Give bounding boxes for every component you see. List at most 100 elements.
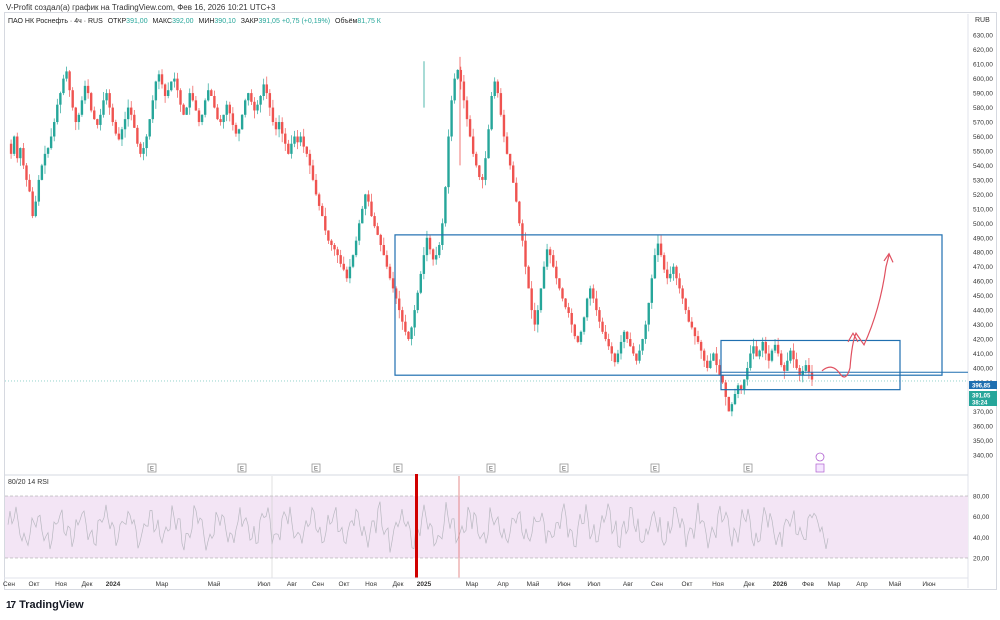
candle-body (576, 336, 580, 342)
x-tick-label: Сен (651, 581, 663, 588)
candle-body (139, 143, 142, 154)
candle-body (324, 216, 327, 231)
y-tick-label: 510,00 (973, 206, 993, 213)
chart-frame (4, 12, 997, 590)
candle-body (259, 95, 262, 105)
candle-body (133, 114, 136, 128)
candle-body (28, 179, 31, 192)
candle-body (56, 104, 59, 123)
candle-body (299, 136, 302, 143)
y-tick-label: 560,00 (973, 134, 993, 141)
open-label: ОТКР (107, 18, 127, 25)
x-tick-label: Мар (828, 581, 841, 588)
x-tick-label: Апр (497, 581, 509, 588)
candle-body (216, 107, 219, 120)
candle-body (89, 93, 93, 111)
candle-body (595, 298, 598, 311)
candle-body (493, 81, 496, 96)
currency-label: RUB (975, 17, 990, 24)
candle-body (530, 288, 533, 311)
candle-body (662, 255, 666, 270)
candle-body (542, 266, 546, 289)
candle-body (462, 81, 466, 101)
candle-body (585, 298, 589, 318)
price-tag (969, 381, 997, 389)
candle-body (401, 310, 404, 322)
earnings-marker-letter: E (396, 467, 400, 473)
candle-body (807, 365, 811, 373)
x-tick-label: Авг (623, 581, 634, 588)
x-tick-label: Мар (156, 581, 169, 588)
candle-body (210, 90, 213, 96)
candle-body (305, 146, 309, 154)
tradingview-mark-icon: 17 (6, 599, 16, 611)
candle-body (632, 346, 635, 354)
candle-body (678, 278, 681, 289)
earnings-marker-icon (147, 463, 157, 473)
earnings-marker-icon (559, 463, 569, 473)
candle-body (345, 269, 349, 279)
candle-body (709, 360, 712, 368)
candle-body (394, 288, 398, 299)
candle-body (231, 113, 235, 125)
candle-body (598, 310, 601, 322)
rsi-tick-label: 20,00 (973, 556, 990, 563)
candle-body (515, 182, 518, 202)
candle-body (783, 365, 786, 371)
candle-body (767, 353, 771, 361)
candle-body (9, 143, 13, 154)
candle-body (160, 74, 164, 85)
candle-body (53, 122, 56, 137)
y-tick-label: 580,00 (973, 105, 993, 112)
candle-body (702, 350, 706, 361)
candle-body (240, 114, 244, 130)
candle-body (348, 266, 352, 279)
candle-body (579, 331, 583, 342)
candle-body (527, 266, 530, 289)
candle-body (407, 331, 410, 340)
candle-body (176, 78, 179, 91)
x-tick-label: Дек (82, 581, 93, 588)
candle-body (721, 375, 724, 383)
candle-body (354, 240, 358, 256)
x-tick-label: Май (208, 580, 221, 588)
rsi-tick-label: 80,00 (973, 494, 990, 501)
rsi-label: 80/20 14 RSI (8, 479, 49, 486)
candle-body (126, 107, 130, 120)
tradingview-logo[interactable]: 17 TradingView (6, 599, 84, 611)
candle-body (755, 346, 758, 357)
candle-body (154, 81, 158, 101)
candle-body (237, 129, 241, 134)
candle-body (228, 104, 231, 114)
y-tick-label: 520,00 (973, 192, 993, 199)
candle-body (669, 273, 672, 279)
candle-body (302, 136, 305, 147)
y-tick-label: 360,00 (973, 423, 993, 430)
candle-body (622, 331, 626, 342)
candle-body (96, 119, 99, 125)
candle-body (357, 223, 361, 241)
candle-body (422, 255, 426, 274)
low-value: 390,10 (214, 18, 236, 25)
candle-body (471, 136, 475, 154)
earnings-marker-letter: E (746, 467, 750, 473)
x-tick-label: Июл (587, 581, 600, 588)
candle-body (219, 119, 222, 123)
candle-body (524, 240, 527, 267)
candle-body (539, 288, 543, 311)
candle-body (77, 114, 81, 123)
candle-body (31, 191, 34, 217)
price-tag-label: 396,85 (972, 384, 991, 390)
candle-body (561, 288, 564, 299)
symbol-name[interactable]: ПАО НК Роснефть · 4ч · RUS (8, 18, 103, 25)
earnings-marker-letter: E (240, 467, 244, 473)
candle-body (203, 100, 207, 115)
y-tick-label: 420,00 (973, 337, 993, 344)
candle-body (364, 194, 367, 209)
earnings-marker-letter: E (150, 467, 154, 473)
candle-body (194, 100, 198, 111)
candle-body (770, 350, 774, 361)
candle-body (810, 372, 814, 380)
y-tick-label: 430,00 (973, 322, 993, 329)
